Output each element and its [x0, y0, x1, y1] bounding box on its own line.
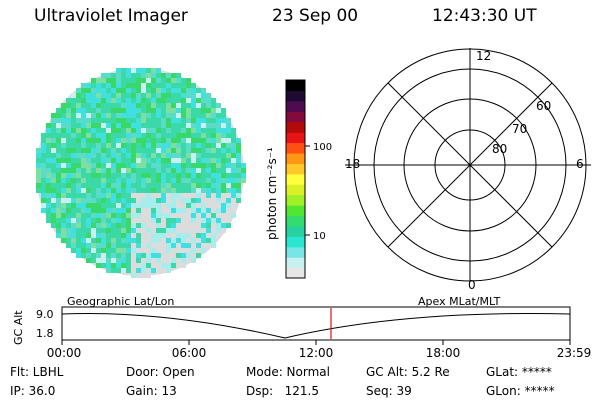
colorbar-swatch [286, 142, 305, 154]
colorbar-swatch [286, 236, 305, 248]
status-door: Door: Open [126, 365, 195, 379]
timeline-xtick-label-3: 18:00 [426, 346, 461, 360]
timeline-right-label: Apex MLat/MLT [418, 295, 501, 308]
timeline-panel: Geographic Lat/Lon Apex MLat/MLT GC Alt … [12, 295, 591, 360]
colorbar-tick-label-100: 100 [313, 142, 332, 153]
header-title: Ultraviolet Imager [34, 6, 188, 26]
colorbar: 100 10 photon cm⁻²s⁻¹ [265, 79, 332, 279]
status-glon: GLon: ***** [486, 384, 555, 398]
timeline-ylabel: GC Alt [12, 310, 25, 345]
polar-label-80: 80 [492, 142, 507, 156]
colorbar-unit-label: photon cm⁻²s⁻¹ [265, 147, 279, 240]
uv-image-pixels [36, 68, 246, 278]
colorbar-tick-label-10: 10 [313, 231, 326, 242]
colorbar-swatches [286, 80, 305, 279]
colorbar-swatch [286, 173, 305, 185]
polar-label-60: 60 [536, 99, 551, 113]
header-time: 12:43:30 UT [432, 6, 537, 26]
timeline-ytick-bottom: 1.8 [36, 327, 54, 340]
timeline-xtick-label-4: 23:59 [557, 346, 592, 360]
colorbar-swatch [286, 90, 305, 102]
colorbar-swatch [286, 267, 305, 279]
polar-plot [345, 48, 591, 282]
polar-label-0: 0 [468, 278, 476, 292]
timeline-ytick-top: 9.0 [36, 308, 54, 321]
polar-label-12: 12 [476, 49, 491, 63]
colorbar-swatch [286, 121, 305, 133]
colorbar-swatch [286, 100, 305, 112]
colorbar-swatch [286, 194, 305, 206]
polar-label-70: 70 [512, 122, 527, 136]
gc-alt-curve [61, 313, 571, 339]
timeline-xtick-label-2: 12:00 [299, 346, 334, 360]
status-seq: Seq: 39 [366, 384, 412, 398]
status-filter: Flt: LBHL [10, 365, 64, 379]
colorbar-frame [285, 79, 306, 279]
timeline-left-label: Geographic Lat/Lon [67, 295, 174, 308]
status-gain: Gain: 13 [126, 384, 177, 398]
colorbar-swatch [286, 132, 305, 144]
timeline-xtick-label-1: 06:00 [172, 346, 207, 360]
timeline-xtick-label-0: 00:00 [47, 346, 82, 360]
colorbar-swatch [286, 184, 305, 196]
status-dsp: Dsp: 121.5 [246, 384, 319, 398]
colorbar-swatch [286, 257, 305, 269]
polar-diagonal-b [387, 82, 553, 248]
uv-image-panel [36, 68, 246, 278]
status-ip: IP: 36.0 [10, 384, 56, 398]
colorbar-swatch [286, 246, 305, 258]
header-date: 23 Sep 00 [272, 6, 359, 26]
status-mode: Mode: Normal [246, 365, 330, 379]
polar-label-6: 6 [576, 157, 584, 171]
polar-label-18: 18 [345, 157, 360, 171]
colorbar-swatch [286, 225, 305, 237]
colorbar-swatch [286, 205, 305, 217]
status-gc-alt: GC Alt: 5.2 Re [366, 365, 450, 379]
timeline-frame [61, 306, 571, 341]
colorbar-swatch [286, 163, 305, 175]
status-glat: GLat: ***** [486, 365, 552, 379]
colorbar-swatch [286, 152, 305, 164]
colorbar-swatch [286, 80, 305, 92]
colorbar-swatch [286, 215, 305, 227]
colorbar-swatch [286, 111, 305, 123]
